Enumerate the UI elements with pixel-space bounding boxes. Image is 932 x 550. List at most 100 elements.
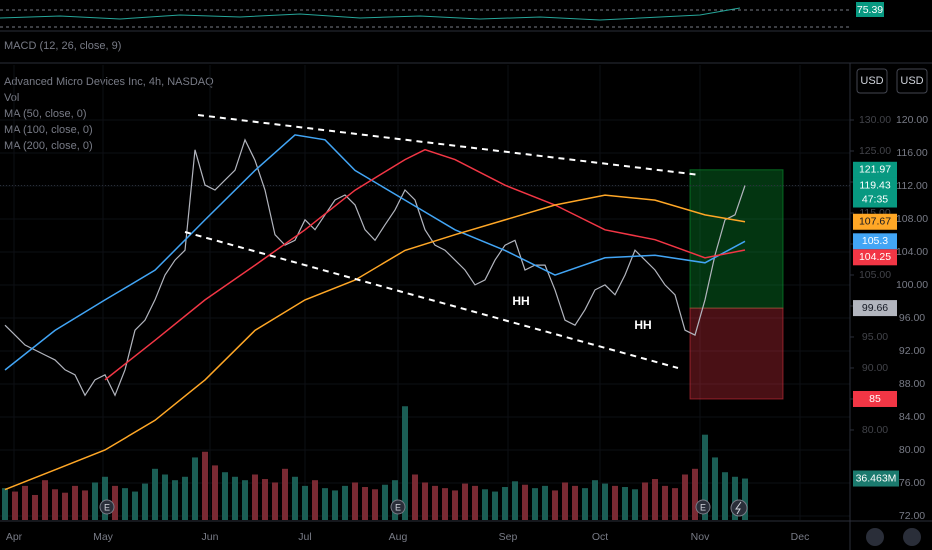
volume-bar — [42, 480, 48, 520]
x-tick-label: Dec — [791, 531, 810, 543]
volume-bar — [512, 481, 518, 520]
currency-text[interactable]: USD — [900, 75, 923, 87]
y-tick-label: 130.00 — [859, 114, 891, 126]
volume-bar — [682, 474, 688, 520]
volume-bar — [192, 457, 198, 520]
y2-tick-label: 72.00 — [899, 510, 925, 522]
volume-bar — [202, 451, 208, 520]
legend-entry: MA (100, close, 0) — [4, 124, 93, 136]
volume-bar — [582, 488, 588, 520]
y2-tick-label: 112.00 — [896, 180, 927, 192]
currency-button[interactable] — [856, 68, 888, 94]
y2-tick-label: 84.00 — [899, 411, 925, 423]
earnings: E E E — [99, 499, 748, 517]
earnings-text[interactable]: E — [700, 502, 706, 512]
volume-bar — [32, 494, 38, 520]
volume-bar — [12, 491, 18, 520]
y2-tick-label: 116.00 — [896, 147, 927, 159]
series-line — [104, 148, 746, 381]
volume-bar — [72, 485, 78, 520]
volume-bar — [162, 474, 168, 520]
y-tick-label: 125.00 — [859, 145, 891, 157]
ma-label: 107.67 — [859, 216, 891, 228]
y2-tick-label: 104.00 — [896, 246, 928, 258]
ma-label: 105.3 — [862, 235, 888, 247]
dividend-icon[interactable] — [730, 499, 748, 517]
volume-bar — [712, 457, 718, 520]
volume-bar — [132, 491, 138, 520]
volume-bar — [482, 489, 488, 520]
y2-tick-label: 96.00 — [899, 312, 925, 324]
ma-label-bg — [853, 233, 897, 250]
y2-tick-label: 108.00 — [896, 213, 928, 225]
volume-bar — [252, 474, 258, 520]
volume-bar — [412, 474, 418, 520]
ma-label-bg — [853, 213, 897, 230]
log-button[interactable] — [903, 528, 921, 546]
volume-bar — [562, 482, 568, 520]
volume-bar — [442, 488, 448, 520]
earnings-icon[interactable] — [695, 499, 711, 515]
earnings-text[interactable]: E — [104, 502, 110, 512]
rsi-label-bg — [856, 2, 884, 17]
trendline — [197, 114, 701, 176]
volume-bar — [392, 480, 398, 520]
x-tick-label: Oct — [592, 531, 608, 543]
plot — [0, 65, 850, 520]
volume-bar — [352, 482, 358, 520]
x-tick-label: Aug — [389, 531, 408, 543]
x-tick-label: May — [93, 531, 114, 543]
currency-text[interactable]: USD — [860, 75, 883, 87]
volume-bar — [452, 490, 458, 520]
volume-bar — [272, 482, 278, 520]
volume-bar — [112, 485, 118, 520]
volume-bar — [462, 483, 468, 520]
earnings-text[interactable]: E — [395, 502, 401, 512]
volume-bar — [232, 476, 238, 520]
volume-bar — [542, 485, 548, 520]
y-tick-label: 95.00 — [862, 331, 888, 343]
countdown-label: 47:35 — [862, 193, 888, 205]
ma-label-bg — [853, 249, 897, 266]
volume-label: 36.463M — [856, 472, 897, 484]
volume-bar — [102, 476, 108, 520]
volume-bar — [642, 482, 648, 520]
volume-bar — [652, 479, 658, 520]
volume-bar — [222, 472, 228, 520]
volume-bar — [742, 478, 748, 520]
stop-label: 85 — [869, 393, 881, 405]
volume-bar — [172, 480, 178, 520]
legend-entry: MA (200, close, 0) — [4, 140, 93, 152]
volume-bar — [142, 483, 148, 520]
earnings-icon[interactable] — [390, 499, 406, 515]
volume-bar — [522, 484, 528, 520]
target-label: 121.97 — [859, 164, 891, 176]
volume-bar — [52, 489, 58, 520]
x-tick-label: Jul — [298, 531, 311, 543]
volume-bar — [342, 485, 348, 520]
auto-button[interactable] — [866, 528, 884, 546]
volume-bar — [62, 492, 68, 520]
volume-bar — [262, 479, 268, 520]
y2-tick-label: 120.00 — [896, 114, 928, 126]
volume-bar — [332, 490, 338, 520]
volume-bar — [732, 476, 738, 520]
volume-bar — [702, 434, 708, 520]
volume-bar — [92, 482, 98, 520]
volume-bar — [432, 485, 438, 520]
volume-bar — [182, 476, 188, 520]
y2-tick-label: 80.00 — [899, 444, 925, 456]
annotation: HH — [634, 318, 651, 332]
volume-bar — [622, 487, 628, 520]
y2-tick-label: 100.00 — [896, 279, 928, 291]
currency-button[interactable] — [896, 68, 928, 94]
entry-label: 99.66 — [862, 302, 888, 314]
volume-bar — [2, 488, 8, 520]
y2-tick-label: 92.00 — [899, 345, 925, 357]
volume-bar — [672, 488, 678, 520]
earnings-icon[interactable] — [99, 499, 115, 515]
x-tick-label: Jun — [202, 531, 219, 543]
x-tick-label: Apr — [6, 531, 23, 543]
volume-bar — [152, 468, 158, 520]
